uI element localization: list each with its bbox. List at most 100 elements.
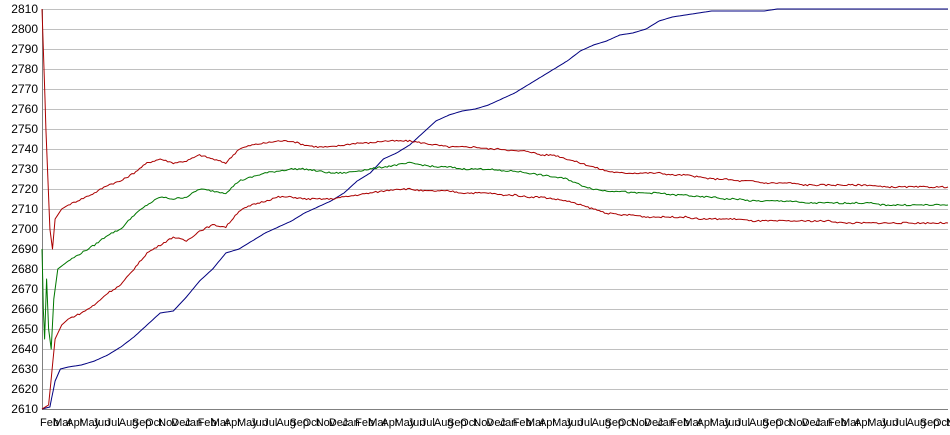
y-tick-label: 2770 xyxy=(11,82,38,96)
y-tick-label: 2670 xyxy=(11,282,38,296)
x-tick-label: Aug xyxy=(749,417,769,429)
x-tick-label: May xyxy=(237,417,258,429)
x-tick-label: Sep xyxy=(289,417,309,429)
x-tick-label: Jul xyxy=(736,417,750,429)
x-tick-label: Aug xyxy=(907,417,927,429)
x-tick-label: Feb xyxy=(355,417,374,429)
series-lines xyxy=(41,8,949,410)
x-tick-label: Feb xyxy=(198,417,217,429)
x-tick-label: Sep xyxy=(762,417,782,429)
y-tick-label: 2810 xyxy=(11,2,38,16)
y-tick-label: 2780 xyxy=(11,62,38,76)
x-tick-label: Dec xyxy=(486,417,506,429)
axes xyxy=(42,9,948,410)
x-tick-label: Jul xyxy=(421,417,435,429)
series-line-1 xyxy=(41,8,948,410)
x-tick-label: Nov xyxy=(788,417,808,429)
x-tick-label: Mar xyxy=(211,417,230,429)
x-tick-label: Oct xyxy=(933,417,950,429)
x-tick-label: Nov xyxy=(316,417,336,429)
x-tick-label: Apr xyxy=(381,417,398,429)
x-tick-label: Jul xyxy=(893,417,907,429)
y-tick-label: 2750 xyxy=(11,122,38,136)
x-tick-label: Jan xyxy=(657,417,675,429)
y-tick-label: 2630 xyxy=(11,362,38,376)
y-tick-label: 2620 xyxy=(11,382,38,396)
x-tick-label: Apr xyxy=(854,417,871,429)
x-tick-label: Mar xyxy=(53,417,72,429)
x-tick-label: May xyxy=(79,417,100,429)
x-tick-label: Nov xyxy=(946,417,950,429)
x-tick-label: Jul xyxy=(578,417,592,429)
gridlines xyxy=(42,9,948,410)
x-tick-label: Apr xyxy=(224,417,241,429)
y-tick-label: 2730 xyxy=(11,162,38,176)
x-tick-label: Jun xyxy=(880,417,898,429)
y-tick-label: 2650 xyxy=(11,322,38,336)
x-tick-label: Sep xyxy=(447,417,467,429)
x-tick-label: Jan xyxy=(815,417,833,429)
x-tick-label: Aug xyxy=(276,417,296,429)
x-tick-label: Mar xyxy=(368,417,387,429)
y-tick-label: 2790 xyxy=(11,42,38,56)
y-tick-label: 2690 xyxy=(11,242,38,256)
y-axis-ticks: 2610 2620 2630 2640 2650 2660 2670 2680 2690 2700… xyxy=(11,2,38,416)
x-tick-label: Dec xyxy=(802,417,822,429)
x-tick-label: Dec xyxy=(329,417,349,429)
x-tick-label: Dec xyxy=(171,417,191,429)
series-line-3 xyxy=(41,161,949,350)
x-tick-label: Jul xyxy=(106,417,120,429)
x-tick-label: Sep xyxy=(920,417,940,429)
x-tick-label: Nov xyxy=(473,417,493,429)
x-tick-label: Feb xyxy=(670,417,689,429)
x-tick-label: Apr xyxy=(697,417,714,429)
x-tick-label: Oct xyxy=(460,417,477,429)
x-tick-label: Jan xyxy=(342,417,360,429)
y-tick-label: 2610 xyxy=(11,402,38,416)
x-tick-label: May xyxy=(395,417,416,429)
series-line-2 xyxy=(41,8,949,250)
x-tick-label: Mar xyxy=(683,417,702,429)
x-tick-label: Jan xyxy=(500,417,518,429)
x-tick-label: May xyxy=(552,417,573,429)
x-tick-label: Feb xyxy=(828,417,847,429)
y-tick-label: 2760 xyxy=(11,102,38,116)
x-tick-label: Mar xyxy=(526,417,545,429)
x-tick-label: Oct xyxy=(775,417,792,429)
y-tick-label: 2640 xyxy=(11,342,38,356)
x-tick-label: Jun xyxy=(93,417,111,429)
x-tick-label: Apr xyxy=(66,417,83,429)
y-tick-label: 2660 xyxy=(11,302,38,316)
y-tick-label: 2740 xyxy=(11,142,38,156)
x-tick-label: Oct xyxy=(145,417,162,429)
x-tick-label: Oct xyxy=(303,417,320,429)
x-tick-label: Feb xyxy=(513,417,532,429)
x-tick-label: Dec xyxy=(644,417,664,429)
x-tick-label: Jan xyxy=(184,417,202,429)
y-tick-label: 2720 xyxy=(11,182,38,196)
x-tick-label: Sep xyxy=(605,417,625,429)
y-tick-label: 2710 xyxy=(11,202,38,216)
x-tick-label: Jun xyxy=(250,417,268,429)
x-tick-label: Aug xyxy=(591,417,611,429)
x-tick-label: Nov xyxy=(158,417,178,429)
x-tick-label: Jun xyxy=(565,417,583,429)
y-tick-label: 2800 xyxy=(11,22,38,36)
x-tick-label: May xyxy=(867,417,888,429)
x-tick-label: Jul xyxy=(263,417,277,429)
x-tick-label: Oct xyxy=(618,417,635,429)
y-tick-label: 2700 xyxy=(11,222,38,236)
x-tick-label: Feb xyxy=(40,417,59,429)
x-tick-label: Nov xyxy=(631,417,651,429)
series-line-4 xyxy=(41,187,949,410)
y-tick-label: 2680 xyxy=(11,262,38,276)
x-tick-label: Sep xyxy=(132,417,152,429)
x-tick-label: Aug xyxy=(119,417,139,429)
x-tick-label: Jun xyxy=(408,417,426,429)
x-tick-label: Aug xyxy=(434,417,454,429)
x-tick-label: Mar xyxy=(841,417,860,429)
x-tick-label: Jun xyxy=(723,417,741,429)
